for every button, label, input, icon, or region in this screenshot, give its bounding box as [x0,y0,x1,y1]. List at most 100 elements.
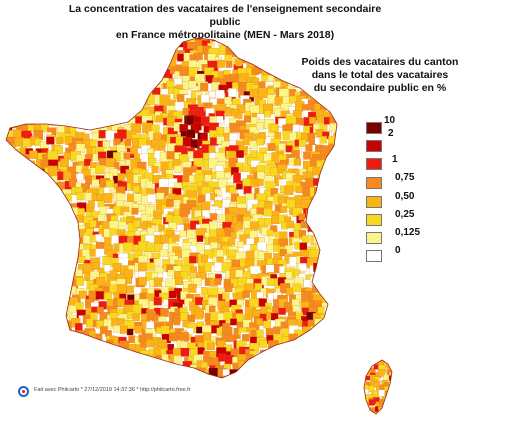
canton-cell [20,60,31,71]
canton-cell [120,355,128,363]
canton-cell [8,74,16,83]
canton-cell [22,85,32,95]
canton-cell [240,49,249,59]
canton-cell [267,88,275,95]
canton-cell [48,252,57,260]
canton-cell [16,278,25,287]
canton-cell [118,221,127,230]
canton-cell [154,243,163,252]
canton-cell [323,253,334,263]
canton-cell [85,111,96,122]
canton-cell [151,56,163,67]
canton-cell [201,379,211,389]
canton-cell [169,369,177,376]
canton-cell [182,369,190,377]
canton-cell [107,364,115,371]
canton-cell [95,77,106,88]
canton-cell [277,360,287,370]
canton-cell [29,101,38,110]
canton-cell [315,343,326,353]
canton-cell [224,172,232,180]
canton-cell [95,291,104,300]
canton-cell [119,57,128,65]
canton-cell [71,45,81,55]
canton-cell [321,356,332,366]
canton-cell [15,235,26,246]
canton-cell [280,59,289,67]
canton-cell [228,151,237,159]
canton-cell [287,344,295,352]
canton-cell [36,351,44,359]
canton-cell [6,379,15,388]
canton-cell [364,360,368,367]
canton-cell [91,89,101,98]
canton-cell [68,143,76,151]
canton-cell [179,208,189,218]
canton-cell [237,374,247,378]
canton-cell [335,367,337,376]
canton-cell [310,351,320,361]
canton-cell [160,308,169,317]
canton-cell [18,111,29,123]
canton-cell [307,319,315,327]
canton-cell [42,350,51,359]
canton-cell [292,124,300,132]
canton-cell [15,248,23,257]
canton-cell [42,284,51,293]
canton-cell [258,81,266,89]
canton-cell [291,47,300,57]
canton-cell [26,332,38,343]
canton-cell [102,193,113,203]
canton-cell [243,270,251,279]
canton-cell [119,349,127,357]
legend-swatch-7 [366,232,382,244]
canton-cell [47,291,58,302]
canton-cell [76,108,85,117]
canton-cell [230,41,239,51]
canton-cell [380,412,387,414]
canton-cell [328,213,337,223]
canton-cell [75,358,86,369]
canton-cell [19,369,28,378]
canton-cell [154,375,161,378]
canton-cell [201,255,208,263]
canton-cell [102,87,113,98]
canton-cell [8,48,16,55]
canton-cell [235,59,243,67]
canton-cell [26,71,37,81]
canton-cell [81,95,91,106]
canton-cell [90,379,97,386]
canton-cell [40,186,51,197]
canton-cell [125,375,135,378]
legend-title-line2: dans le total des vacataires [311,69,449,81]
canton-cell [104,96,112,104]
canton-cell [78,120,88,130]
canton-cell [54,48,65,59]
canton-cell [281,355,292,366]
canton-cell [193,157,203,168]
canton-cell [107,42,118,52]
canton-cell [13,264,23,274]
canton-cell [20,174,29,183]
canton-cell [27,182,38,193]
canton-cell [257,241,267,252]
canton-cell [314,332,323,342]
canton-cell [384,411,391,414]
canton-cell [364,367,367,374]
canton-cell [133,220,141,228]
canton-cell [98,158,107,166]
canton-cell [43,335,52,345]
canton-cell [219,38,226,40]
canton-cell [259,38,268,44]
canton-cell [58,60,65,68]
canton-cell [173,199,181,208]
canton-cell [41,243,52,254]
canton-cell [6,309,13,318]
canton-cell [100,70,109,80]
canton-cell [263,153,272,162]
map-title-line2: en France métropolitaine (MEN - Mars 201… [115,29,335,41]
canton-cell [133,193,142,202]
canton-cell [75,269,83,277]
canton-cell [90,312,98,320]
canton-cell [300,221,308,229]
